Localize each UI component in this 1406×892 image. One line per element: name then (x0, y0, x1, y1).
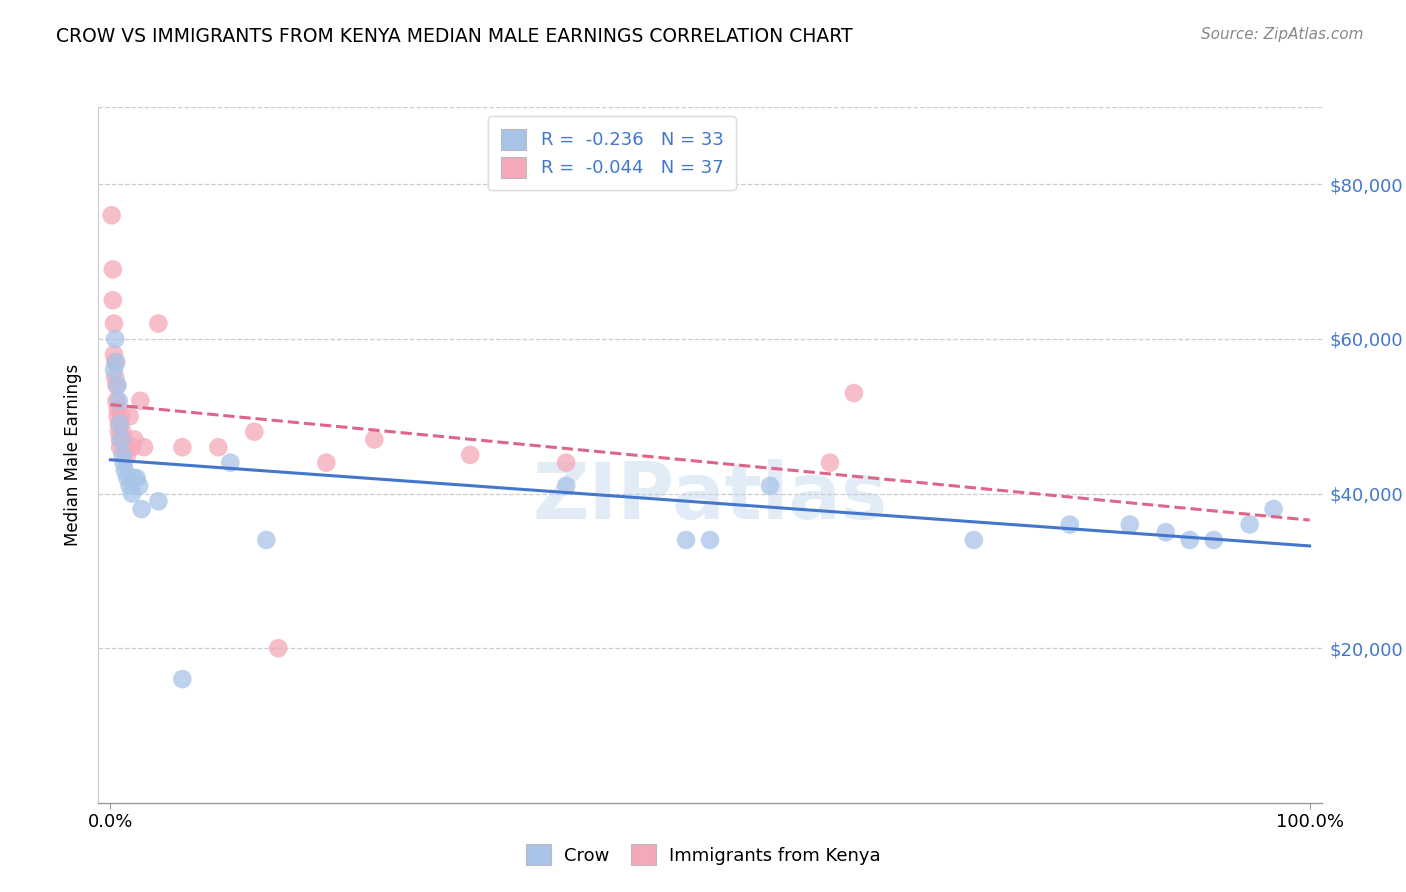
Point (121, 486, 143, 500)
Point (124, 433, 146, 447)
Point (107, 378, 129, 392)
Point (254, 533, 277, 547)
Point (108, 417, 131, 431)
Point (759, 479, 782, 493)
Point (111, 425, 134, 439)
Point (110, 409, 132, 424)
Point (1059, 517, 1081, 532)
Point (1202, 533, 1225, 547)
Point (131, 502, 153, 516)
Point (118, 479, 141, 493)
Point (172, 672, 194, 686)
Point (963, 533, 986, 547)
Point (172, 440, 194, 454)
Point (104, 370, 127, 384)
Text: CROW VS IMMIGRANTS FROM KENYA MEDIAN MALE EARNINGS CORRELATION CHART: CROW VS IMMIGRANTS FROM KENYA MEDIAN MAL… (56, 27, 853, 45)
Legend: R =  -0.236   N = 33, R =  -0.044   N = 37: R = -0.236 N = 33, R = -0.044 N = 37 (488, 116, 737, 190)
Point (112, 456, 135, 470)
Point (103, 363, 125, 377)
Point (1263, 502, 1285, 516)
Point (1178, 533, 1201, 547)
Text: Source: ZipAtlas.com: Source: ZipAtlas.com (1201, 27, 1364, 42)
Point (110, 433, 132, 447)
Point (108, 440, 131, 454)
Point (111, 448, 134, 462)
Point (207, 440, 229, 454)
Point (363, 433, 385, 447)
Point (105, 355, 128, 369)
Point (101, 293, 124, 308)
Point (107, 401, 129, 416)
Point (101, 262, 124, 277)
Point (1154, 525, 1177, 540)
Point (108, 417, 131, 431)
Point (115, 440, 138, 454)
Point (699, 533, 721, 547)
Point (108, 433, 131, 447)
Point (108, 425, 131, 439)
Text: ZIPatlas: ZIPatlas (533, 458, 887, 534)
Point (219, 456, 242, 470)
Point (125, 471, 148, 485)
Point (108, 393, 131, 408)
Point (458, 448, 481, 462)
Point (107, 409, 129, 424)
Point (124, 471, 146, 485)
Point (104, 332, 127, 346)
Point (114, 440, 136, 454)
Point (114, 463, 136, 477)
Y-axis label: Median Male Earnings: Median Male Earnings (65, 364, 83, 546)
Point (100, 208, 122, 222)
Point (243, 425, 266, 439)
Point (115, 448, 138, 462)
Point (105, 378, 128, 392)
Point (555, 456, 578, 470)
Point (267, 641, 290, 656)
Point (121, 440, 143, 454)
Point (818, 456, 841, 470)
Point (129, 393, 152, 408)
Point (675, 533, 697, 547)
Point (128, 479, 150, 493)
Point (104, 355, 127, 369)
Point (1119, 517, 1142, 532)
Point (105, 393, 128, 408)
Point (148, 494, 170, 508)
Point (132, 440, 155, 454)
Legend: Crow, Immigrants from Kenya: Crow, Immigrants from Kenya (517, 835, 889, 874)
Point (555, 479, 578, 493)
Point (1239, 517, 1261, 532)
Point (112, 433, 135, 447)
Point (842, 386, 865, 401)
Point (315, 456, 337, 470)
Point (148, 317, 170, 331)
Point (118, 409, 141, 424)
Point (115, 471, 138, 485)
Point (103, 317, 125, 331)
Point (103, 347, 125, 361)
